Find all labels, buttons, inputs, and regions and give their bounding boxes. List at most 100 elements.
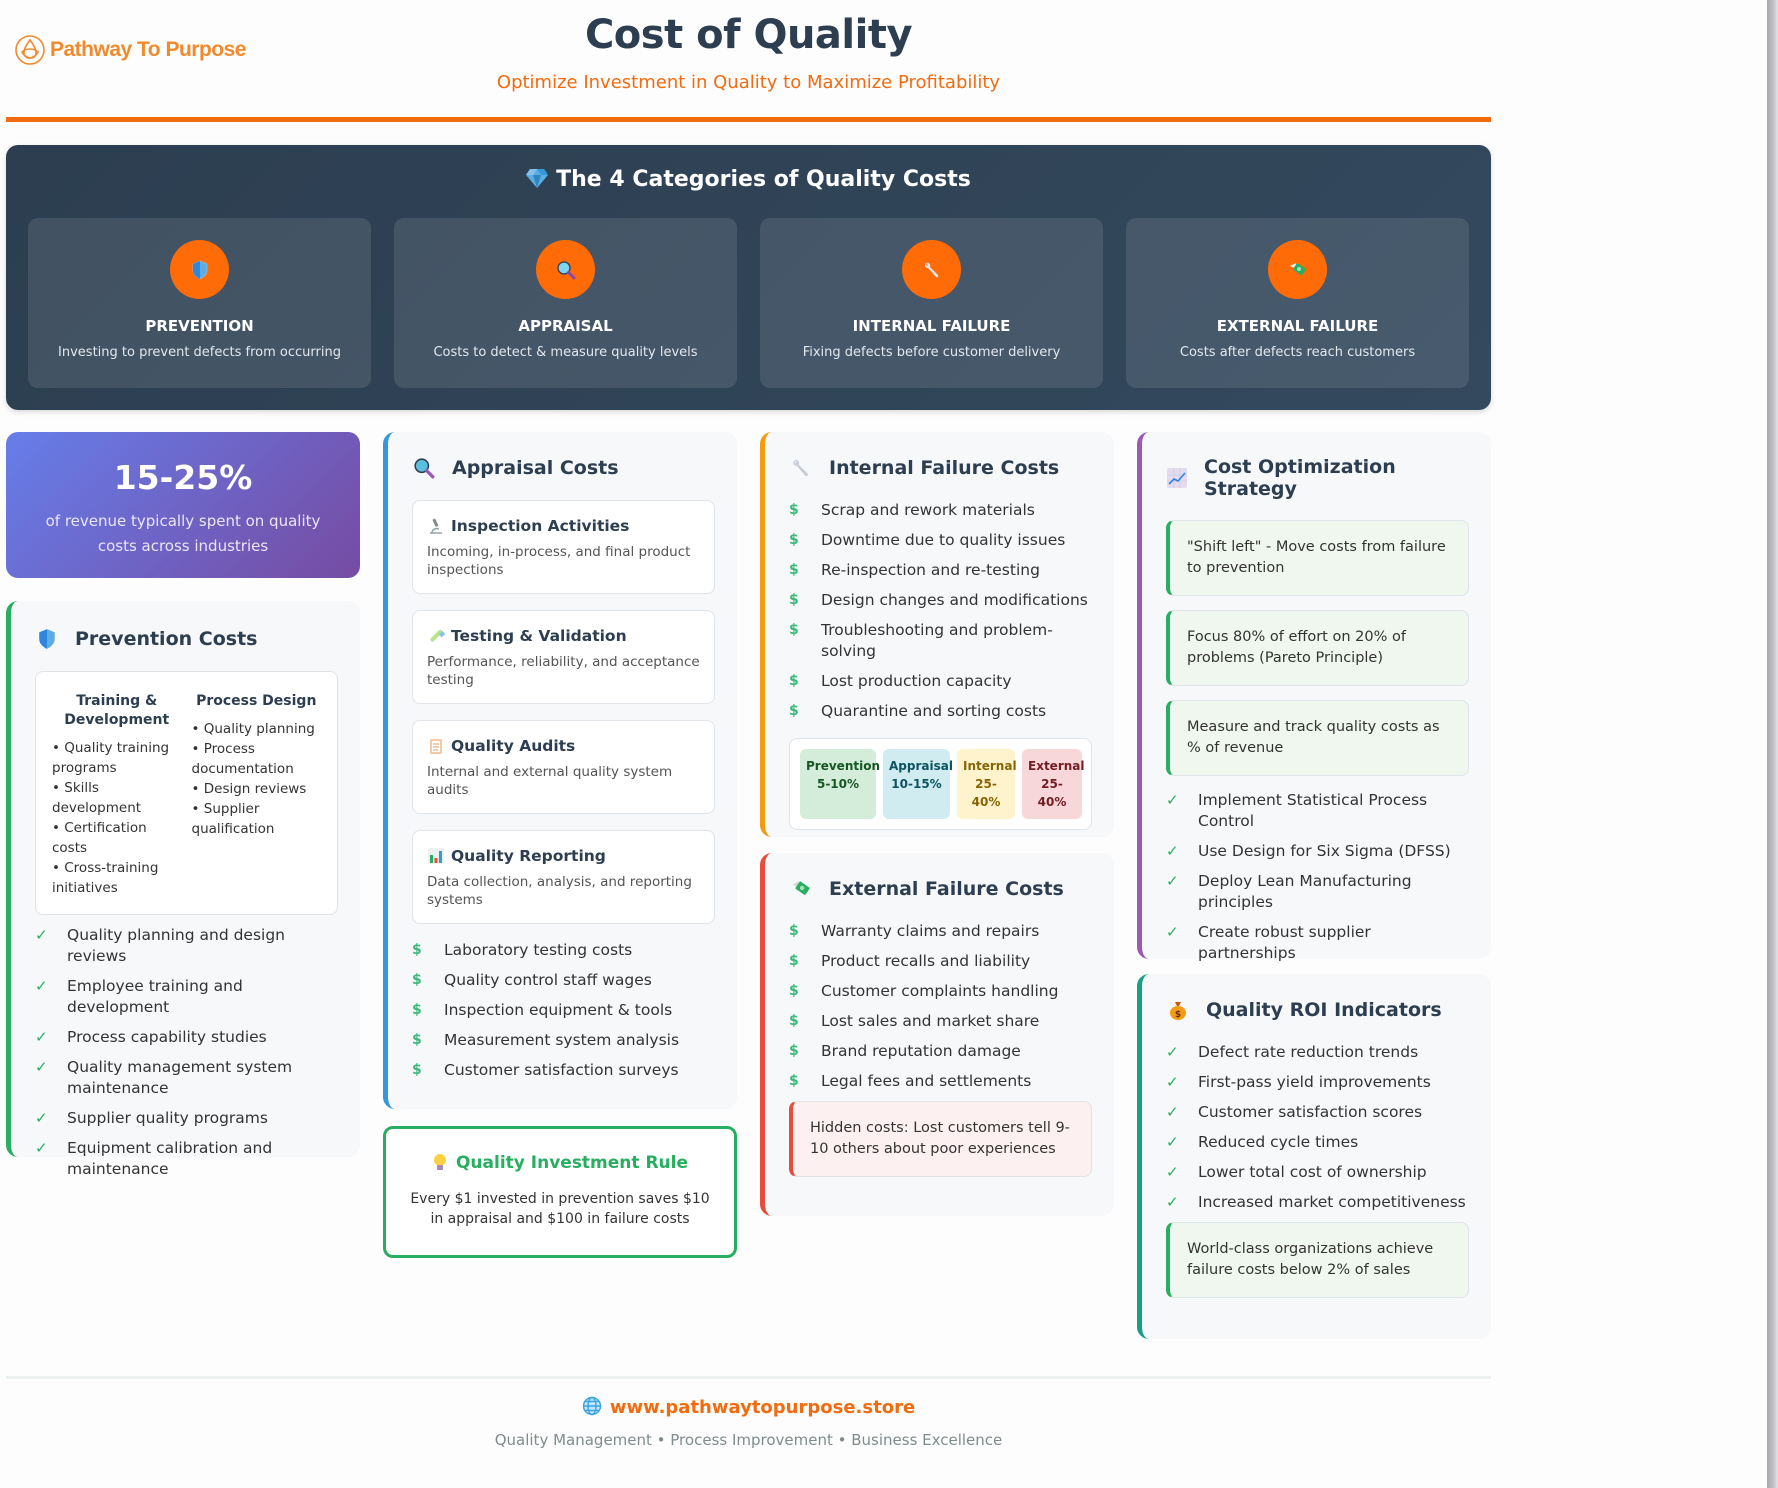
category-desc: Costs to detect & measure quality levels: [433, 345, 698, 360]
list-item: $ Customer satisfaction surveys: [412, 1061, 679, 1079]
activity-title: Inspection Activities: [451, 517, 630, 535]
group-line: • Certification costs: [52, 820, 147, 856]
quality-investment-rule-box: Quality Investment Rule Every $1 investe…: [383, 1126, 737, 1258]
check-icon: ✓: [35, 1058, 48, 1076]
check-icon: ✓: [1166, 923, 1179, 941]
appraisal-list: $ Laboratory testing costs $ Quality contr…: [412, 940, 715, 1081]
strategy-note: Measure and track quality costs as % of …: [1166, 700, 1469, 776]
category-card-prevention: PREVENTION Investing to prevent defects …: [28, 218, 371, 388]
card-title: Quality ROI Indicators: [1206, 999, 1442, 1021]
footer-divider: [6, 1376, 1491, 1379]
category-card-internal-failure: INTERNAL FAILURE Fixing defects before c…: [760, 218, 1103, 388]
category-desc: Investing to prevent defects from occurr…: [58, 345, 341, 360]
check-icon: ✓: [35, 926, 48, 944]
group-line: • Cross-training initiatives: [52, 860, 159, 896]
list-item: $ Design changes and modifications: [789, 591, 1088, 609]
money-wings-icon: [792, 881, 810, 895]
check-icon: ✓: [35, 1109, 48, 1127]
footer-website: www.pathwaytopurpose.store: [6, 1396, 1491, 1418]
list-item: $ Brand reputation damage: [789, 1042, 1021, 1060]
dollar-icon: $: [412, 972, 422, 988]
list-item: ✓ Use Design for Six Sigma (DFSS): [1166, 842, 1451, 860]
internal-failure-costs-card: Internal Failure Costs $ Scrap and rework…: [760, 432, 1114, 837]
list-item: $ Lost production capacity: [789, 672, 1012, 690]
gem-icon: [526, 169, 549, 188]
group-line: • Quality planning: [191, 721, 315, 737]
list-item: ✓ Supplier quality programs: [35, 1109, 268, 1127]
brand-name: Pathway To Purpose: [50, 38, 247, 61]
list-item: $ Quarantine and sorting costs: [789, 702, 1047, 720]
list-item: $ Scrap and rework materials: [789, 501, 1035, 519]
list-item: ✓ Implement Statistical Process Control: [1166, 791, 1428, 830]
list-item: $ Troubleshooting and problem-solving: [789, 621, 1053, 660]
revenue-stat-card: 15-25% of revenue typically spent on qua…: [6, 432, 360, 578]
check-icon: ✓: [1166, 1193, 1179, 1211]
prevention-breakdown-box: Training & Development • Quality trainin…: [35, 671, 338, 915]
page: Pathway To Purpose Cost of Quality Optim…: [6, 0, 1491, 1449]
trend-chart-icon: [1167, 468, 1187, 488]
brand-logo[interactable]: Pathway To Purpose: [14, 34, 247, 66]
check-icon: ✓: [1166, 1133, 1179, 1151]
dollar-icon: $: [789, 592, 799, 608]
check-icon: ✓: [35, 1028, 48, 1046]
world-class-note: World-class organizations achieve failur…: [1166, 1222, 1469, 1298]
activity-desc: Incoming, in-process, and final product …: [427, 544, 691, 578]
bar-chart-icon: [428, 848, 444, 864]
cost-distribution-badges: Prevention 5-10% Appraisal 10-15% Internal…: [789, 738, 1092, 830]
card-title: Prevention Costs: [75, 628, 258, 650]
test-tube-icon: [430, 629, 445, 642]
dollar-icon: $: [412, 942, 422, 958]
dollar-icon: $: [789, 562, 799, 578]
dollar-icon: $: [789, 1013, 799, 1029]
card-title: Cost Optimization Strategy: [1204, 456, 1396, 500]
group-heading: Process Design: [196, 693, 317, 709]
activity-title: Testing & Validation: [451, 627, 627, 645]
page-subtitle: Optimize Investment in Quality to Maximi…: [496, 72, 1001, 93]
category-name: EXTERNAL FAILURE: [1216, 317, 1379, 335]
activity-audits: Quality Audits Internal and external qua…: [412, 720, 715, 814]
category-card-external-failure: EXTERNAL FAILURE Costs after defects rea…: [1126, 218, 1469, 388]
list-item: $ Quality control staff wages: [412, 971, 652, 989]
prevention-costs-card: Prevention Costs Training & Development …: [6, 601, 360, 1178]
group-line: • Process documentation: [191, 741, 294, 777]
dollar-icon: $: [789, 923, 799, 939]
money-wings-icon: [1289, 262, 1306, 275]
prevention-group-training: Training & Development • Quality trainin…: [52, 692, 182, 898]
prevention-group-process-design: Process Design • Quality planning • Proc…: [192, 692, 322, 898]
activity-inspection: Inspection Activities Incoming, in-proce…: [412, 500, 715, 594]
dollar-icon: $: [789, 1043, 799, 1059]
list-item: ✓ Deploy Lean Manufacturing principles: [1166, 872, 1412, 911]
group-line: • Quality training programs: [52, 740, 170, 776]
stat-label: of revenue typically spent on quality co…: [45, 512, 321, 555]
rule-text: Every $1 invested in prevention saves $1…: [410, 1191, 710, 1227]
dollar-icon: $: [789, 953, 799, 969]
quality-roi-indicators-card: $ Quality ROI Indicators ✓ Defect rate re…: [1137, 974, 1491, 1339]
internal-failure-list: $ Scrap and rework materials $ Downtime du…: [789, 500, 1092, 722]
hidden-costs-note: Hidden costs: Lost customers tell 9-10 o…: [789, 1101, 1092, 1177]
dollar-icon: $: [789, 622, 799, 638]
activity-desc: Data collection, analysis, and reporting…: [427, 874, 692, 908]
website-link[interactable]: www.pathwaytopurpose.store: [609, 1397, 916, 1418]
badge-prevention: Prevention 5-10%: [800, 749, 880, 819]
category-name: APPRAISAL: [518, 317, 613, 335]
check-icon: ✓: [35, 977, 48, 995]
categories-title-text: The 4 Categories of Quality Costs: [556, 167, 971, 192]
dollar-icon: $: [412, 1032, 422, 1048]
card-title: External Failure Costs: [829, 878, 1064, 900]
strategy-note: "Shift left" - Move costs from failure t…: [1166, 520, 1469, 596]
dollar-icon: $: [789, 673, 799, 689]
list-item: $ Warranty claims and repairs: [789, 922, 1040, 940]
page-title: Cost of Quality: [584, 12, 913, 58]
activity-desc: Performance, reliability, and acceptance…: [427, 654, 700, 688]
dollar-icon: $: [789, 703, 799, 719]
wrench-icon: [924, 262, 938, 277]
activity-title: Quality Reporting: [451, 847, 606, 865]
check-icon: ✓: [1166, 791, 1179, 809]
microscope-icon: [430, 518, 442, 534]
list-item: $ Laboratory testing costs: [412, 941, 633, 959]
check-icon: ✓: [1166, 1163, 1179, 1181]
dollar-icon: $: [789, 983, 799, 999]
list-item: ✓ Increased market competitiveness: [1166, 1193, 1466, 1211]
globe-icon: [582, 1396, 602, 1416]
activity-desc: Internal and external quality system aud…: [427, 764, 673, 798]
